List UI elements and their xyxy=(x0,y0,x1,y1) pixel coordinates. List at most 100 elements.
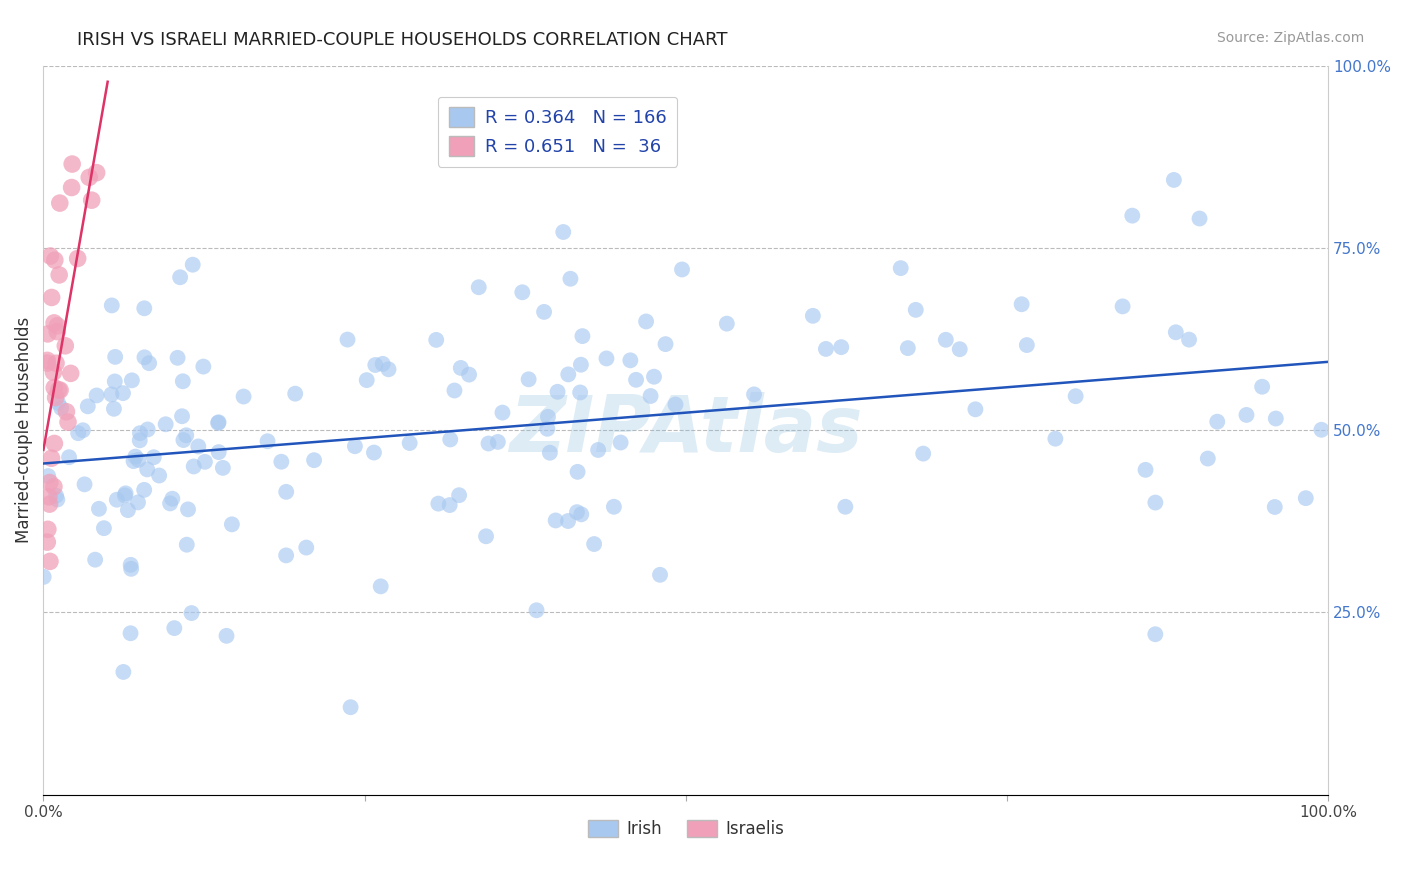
Point xyxy=(49,196,72,211)
Point xyxy=(122,454,145,468)
Point xyxy=(66,252,89,266)
Point xyxy=(183,459,205,474)
Point xyxy=(159,496,181,510)
Point xyxy=(654,337,676,351)
Point xyxy=(363,445,385,459)
Point xyxy=(93,521,115,535)
Point xyxy=(163,621,186,635)
Point xyxy=(364,358,387,372)
Point xyxy=(38,497,60,511)
Legend: Irish, Israelis: Irish, Israelis xyxy=(581,814,790,845)
Point xyxy=(1251,380,1274,394)
Point xyxy=(166,351,188,365)
Point xyxy=(58,450,80,465)
Point xyxy=(491,406,513,420)
Point xyxy=(177,502,200,516)
Point xyxy=(120,626,142,640)
Point xyxy=(37,356,59,370)
Point xyxy=(526,603,548,617)
Point xyxy=(127,495,149,509)
Point xyxy=(181,258,204,272)
Text: ZIPAtlas: ZIPAtlas xyxy=(509,392,862,468)
Point xyxy=(84,552,107,566)
Point xyxy=(37,353,59,368)
Point xyxy=(73,477,96,491)
Point xyxy=(439,433,461,447)
Point xyxy=(134,483,156,497)
Point xyxy=(586,442,609,457)
Point xyxy=(46,492,69,507)
Point xyxy=(450,360,472,375)
Point xyxy=(215,629,238,643)
Point xyxy=(371,357,394,371)
Point xyxy=(475,529,498,543)
Point xyxy=(370,579,392,593)
Point xyxy=(443,384,465,398)
Point xyxy=(949,342,972,356)
Point xyxy=(51,401,73,415)
Point xyxy=(814,342,837,356)
Point xyxy=(1163,173,1185,187)
Point xyxy=(148,468,170,483)
Point xyxy=(486,434,509,449)
Point xyxy=(356,373,378,387)
Point xyxy=(127,453,149,467)
Point xyxy=(1206,415,1229,429)
Point xyxy=(619,353,641,368)
Point xyxy=(232,390,254,404)
Point xyxy=(44,381,66,395)
Point xyxy=(569,508,592,522)
Point xyxy=(538,446,561,460)
Point xyxy=(41,290,63,304)
Point xyxy=(46,318,69,333)
Point xyxy=(45,356,67,370)
Point xyxy=(1015,338,1038,352)
Point xyxy=(193,359,215,374)
Point xyxy=(72,423,94,437)
Point xyxy=(1064,389,1087,403)
Point xyxy=(124,450,146,464)
Point xyxy=(138,356,160,370)
Point xyxy=(565,505,588,519)
Point xyxy=(284,386,307,401)
Text: IRISH VS ISRAELI MARRIED-COUPLE HOUSEHOLDS CORRELATION CHART: IRISH VS ISRAELI MARRIED-COUPLE HOUSEHOL… xyxy=(77,31,728,49)
Point xyxy=(162,491,184,506)
Point xyxy=(142,450,165,465)
Point xyxy=(37,469,59,483)
Point xyxy=(37,522,59,536)
Point xyxy=(42,480,65,494)
Point xyxy=(37,326,59,341)
Point xyxy=(468,280,491,294)
Point xyxy=(120,562,142,576)
Point xyxy=(569,358,592,372)
Point xyxy=(56,415,79,429)
Point xyxy=(55,405,77,419)
Point xyxy=(39,249,62,263)
Point xyxy=(648,567,671,582)
Point xyxy=(48,268,70,282)
Point xyxy=(86,166,108,180)
Point xyxy=(449,488,471,502)
Point xyxy=(624,373,647,387)
Point xyxy=(42,316,65,330)
Point xyxy=(1135,463,1157,477)
Point xyxy=(207,416,229,430)
Point xyxy=(547,384,569,399)
Point xyxy=(60,180,83,194)
Point xyxy=(114,488,136,502)
Point xyxy=(897,341,920,355)
Point xyxy=(544,513,567,527)
Point xyxy=(276,549,298,563)
Point xyxy=(87,501,110,516)
Point xyxy=(46,396,69,410)
Point xyxy=(567,465,589,479)
Point xyxy=(671,262,693,277)
Point xyxy=(212,461,235,475)
Point xyxy=(104,375,127,389)
Point xyxy=(128,434,150,448)
Point xyxy=(458,368,481,382)
Point xyxy=(477,436,499,450)
Point xyxy=(170,409,193,424)
Point xyxy=(1236,408,1258,422)
Point xyxy=(890,261,912,276)
